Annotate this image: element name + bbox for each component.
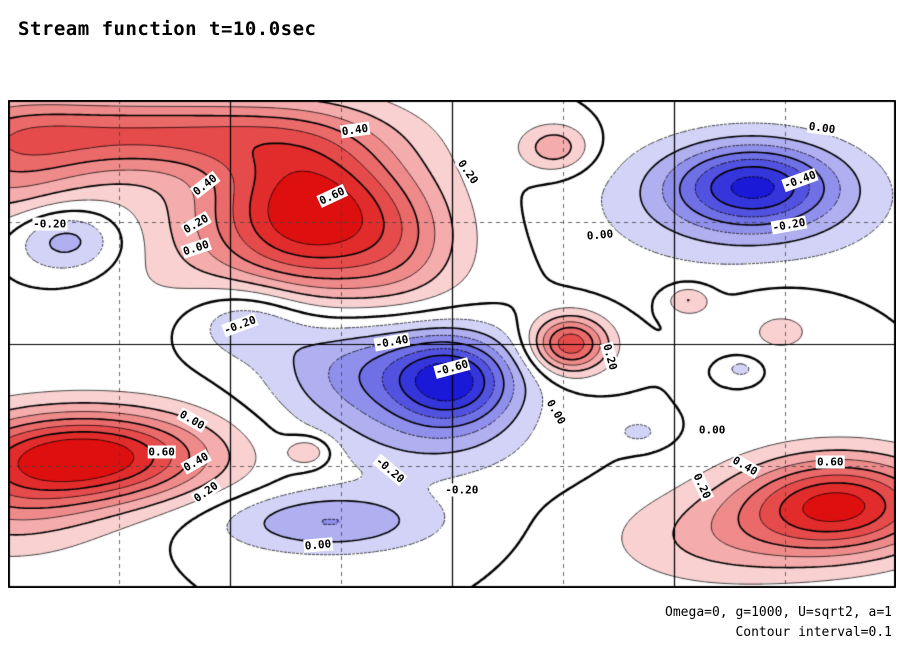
contour-label: -0.40: [781, 167, 819, 193]
contour-label: 0.00: [697, 423, 727, 437]
contour-label: 0.40: [180, 449, 212, 475]
contour-label: 0.40: [340, 121, 371, 139]
chart-title: Stream function t=10.0sec: [18, 18, 317, 40]
contour-canvas: [8, 100, 896, 588]
contour-label: 0.20: [180, 211, 212, 237]
contour-label: 0.60: [816, 455, 845, 469]
contour-label: 0.60: [316, 184, 348, 209]
contour-label: -0.20: [372, 453, 408, 487]
contour-label: 0.20: [689, 470, 714, 502]
plot-annotations: Omega=0, g=1000, U=sqrt2, a=1 Contour in…: [665, 603, 892, 643]
contour-label: 0.00: [543, 396, 569, 428]
contour-label: -0.40: [373, 332, 411, 352]
contour-label: 0.20: [190, 478, 222, 506]
params-text: Omega=0, g=1000, U=sqrt2, a=1: [665, 605, 892, 620]
contour-label: 0.00: [176, 407, 208, 433]
contour-label: -0.60: [433, 357, 471, 379]
contour-label: -0.20: [32, 217, 68, 231]
contour-label: 0.40: [189, 171, 221, 199]
contour-interval-text: Contour interval=0.1: [735, 625, 892, 640]
contour-label: -0.20: [771, 215, 808, 235]
contour-label: 0.00: [807, 119, 838, 137]
contour-labels: 0.40 0.20 0.00 -0.40 -0.20 0.40 0.60 0.20 0.00 -0…: [8, 100, 896, 588]
contour-label: -0.20: [444, 483, 480, 497]
contour-label: 0.60: [147, 445, 176, 459]
contour-label: -0.20: [221, 312, 259, 338]
contour-label: 0.20: [600, 341, 621, 373]
contour-label: 0.40: [729, 453, 761, 479]
contour-label: 0.20: [454, 156, 482, 188]
contour-label: 0.00: [585, 227, 616, 243]
contour-label: 0.00: [303, 537, 333, 553]
contour-label: 0.00: [180, 237, 212, 259]
contour-plot: 0.40 0.20 0.00 -0.40 -0.20 0.40 0.60 0.20 0.00 -0…: [8, 100, 896, 588]
